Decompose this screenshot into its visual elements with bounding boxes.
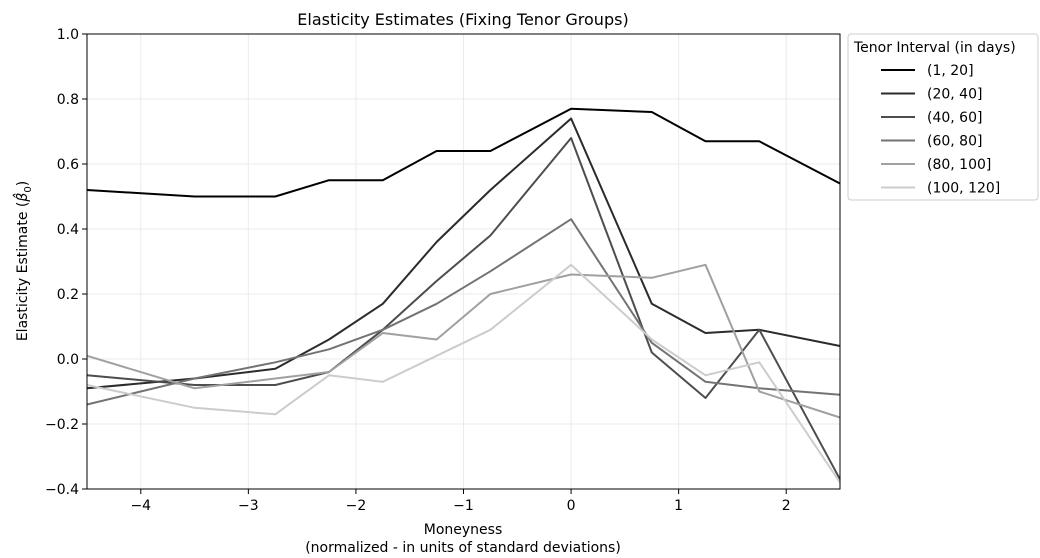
series-line-4 <box>86 218 841 406</box>
legend-label: (60, 80] <box>927 134 982 150</box>
x-tick-label: 2 <box>782 498 791 514</box>
x-axis-ticks: −4 −3 −2 −1 0 1 2 <box>130 489 791 514</box>
series-line-1 <box>86 107 841 198</box>
x-axis-label: Moneyness <box>424 522 503 538</box>
y-tick-label: 0.6 <box>57 157 79 173</box>
legend-label: (40, 60] <box>927 110 982 126</box>
legend: Tenor Interval (in days) (1, 20] (20, 40]… <box>847 33 1039 201</box>
series-line-6 <box>86 263 841 484</box>
y-tick-label: −0.4 <box>45 482 79 498</box>
y-tick-label: −0.2 <box>45 417 79 433</box>
legend-label: (1, 20] <box>927 63 974 79</box>
series-lines <box>86 107 841 484</box>
legend-title: Tenor Interval (in days) <box>853 40 1016 56</box>
x-tick-label: −4 <box>130 498 151 514</box>
series-line-5 <box>86 263 841 419</box>
y-axis-label: Elasticity Estimate (β̂0) <box>12 181 34 341</box>
y-tick-label: 0.0 <box>57 352 79 368</box>
legend-label: (80, 100] <box>927 157 991 173</box>
y-axis-ticks: −0.4 −0.2 0.0 0.2 0.4 0.6 0.8 1.0 <box>45 27 87 498</box>
y-tick-label: 1.0 <box>57 27 79 43</box>
grid <box>87 33 840 490</box>
legend-box <box>847 33 1039 201</box>
x-tick-label: −3 <box>238 498 259 514</box>
series-line-3 <box>86 137 841 480</box>
x-tick-label: −1 <box>453 498 474 514</box>
x-tick-label: 0 <box>567 498 576 514</box>
x-tick-label: 1 <box>674 498 683 514</box>
x-tick-label: −2 <box>346 498 367 514</box>
legend-items: (1, 20] (20, 40] (40, 60] (60, 80] (80, 100]… <box>881 63 1000 197</box>
y-tick-label: 0.8 <box>57 92 79 108</box>
legend-label: (100, 120] <box>927 181 1000 197</box>
series-line-2 <box>86 117 841 390</box>
y-tick-label: 0.4 <box>57 222 79 238</box>
y-tick-label: 0.2 <box>57 287 79 303</box>
x-axis-label-sub: (normalized - in units of standard devia… <box>305 540 621 556</box>
legend-label: (20, 40] <box>927 87 982 103</box>
chart-title: Elasticity Estimates (Fixing Tenor Group… <box>297 10 628 29</box>
